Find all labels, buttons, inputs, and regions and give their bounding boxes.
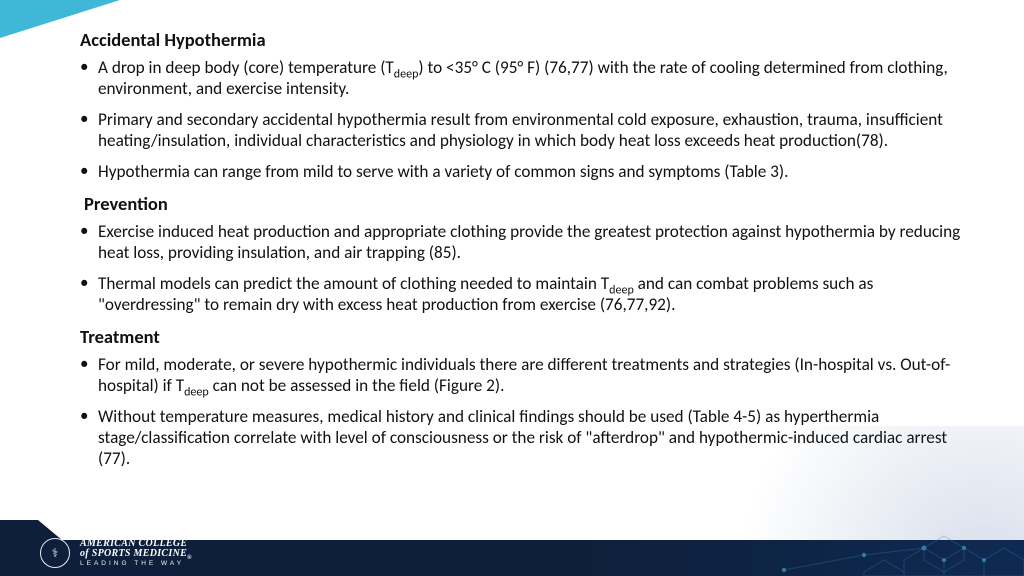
brand-block: ⚕ AMERICAN COLLEGE of SPORTS MEDICINE® L… [40, 538, 192, 568]
seal-glyph: ⚕ [52, 546, 59, 561]
acsm-seal-icon: ⚕ [40, 538, 70, 568]
bullet-s1-2: Primary and secondary accidental hypothe… [98, 109, 978, 151]
text: can not be assessed in the field (Figure… [209, 375, 505, 396]
bullet-s2-1: Exercise induced heat production and app… [98, 221, 978, 263]
bullet-s3-1: For mild, moderate, or severe hypothermi… [98, 354, 978, 396]
bullet-s1-3: Hypothermia can range from mild to serve… [98, 161, 978, 182]
bullet-s3-2: Without temperature measures, medical hi… [98, 406, 978, 469]
subscript: deep [394, 67, 419, 81]
brand-tagline: LEADING THE WAY [80, 561, 192, 568]
bullets-section1: A drop in deep body (core) temperature (… [80, 57, 978, 182]
bullet-s1-1: A drop in deep body (core) temperature (… [98, 57, 978, 99]
bullets-section3: For mild, moderate, or severe hypothermi… [80, 354, 978, 469]
text: Thermal models can predict the amount of… [98, 273, 609, 294]
heading-prevention: Prevention [84, 192, 978, 215]
heading-accidental-hypothermia: Accidental Hypothermia [80, 28, 978, 51]
brand-line2: of SPORTS MEDICINE® [80, 549, 192, 559]
footer: ⚕ AMERICAN COLLEGE of SPORTS MEDICINE® L… [0, 520, 1024, 576]
brand-text: AMERICAN COLLEGE of SPORTS MEDICINE® LEA… [80, 539, 192, 568]
text: A drop in deep body (core) temperature (… [98, 57, 394, 78]
bullet-s2-2: Thermal models can predict the amount of… [98, 273, 978, 315]
bullets-section2: Exercise induced heat production and app… [80, 221, 978, 315]
heading-treatment: Treatment [80, 325, 978, 348]
slide-content: Accidental Hypothermia A drop in deep bo… [80, 24, 978, 479]
subscript: deep [184, 385, 209, 399]
slide: Accidental Hypothermia A drop in deep bo… [0, 0, 1024, 576]
hex-network-icon [604, 520, 1024, 576]
